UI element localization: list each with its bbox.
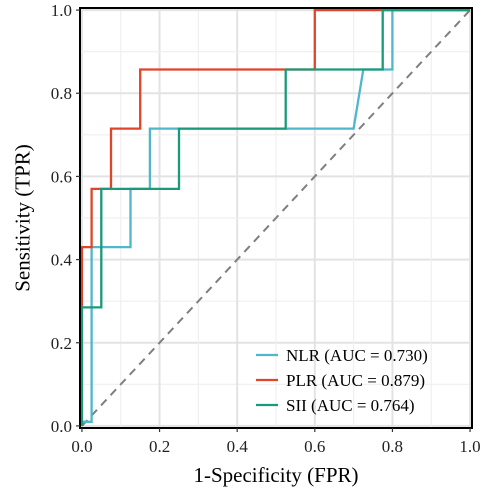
x-tick-label: 0.8 <box>382 437 403 456</box>
x-tick-label: 0.0 <box>71 437 92 456</box>
y-tick-label: 0.4 <box>51 251 73 270</box>
legend-label-plr: PLR (AUC = 0.879) <box>286 371 425 390</box>
series-layer <box>80 8 471 426</box>
roc-curve-plr <box>80 8 471 426</box>
y-tick-label: 0.0 <box>51 417 72 436</box>
x-axis-title: 1-Specificity (FPR) <box>193 463 358 487</box>
y-tick-label: 0.2 <box>51 334 72 353</box>
y-tick-label: 1.0 <box>51 1 72 20</box>
y-tick-label: 0.6 <box>51 167 72 186</box>
y-axis-title: Sensitivity (TPR) <box>10 144 34 292</box>
y-tick-label: 0.8 <box>51 84 72 103</box>
legend-label-nlr: NLR (AUC = 0.730) <box>286 346 428 365</box>
legend-label-sii: SII (AUC = 0.764) <box>286 396 415 415</box>
legend: NLR (AUC = 0.730) PLR (AUC = 0.879) SII (A… <box>256 346 428 415</box>
x-tick-label: 1.0 <box>459 437 480 456</box>
roc-curve-sii <box>80 8 471 426</box>
x-tick-labels: 0.0 0.2 0.4 0.6 0.8 1.0 <box>71 428 481 456</box>
reference-line-layer <box>81 9 471 427</box>
x-tick-label: 0.2 <box>149 437 170 456</box>
plot-border <box>79 7 473 429</box>
y-tick-labels: 0.0 0.2 0.4 0.6 0.8 1.0 <box>51 1 80 436</box>
reference-diagonal-line <box>81 9 471 427</box>
x-tick-label: 0.4 <box>227 437 249 456</box>
x-tick-label: 0.6 <box>304 437 325 456</box>
